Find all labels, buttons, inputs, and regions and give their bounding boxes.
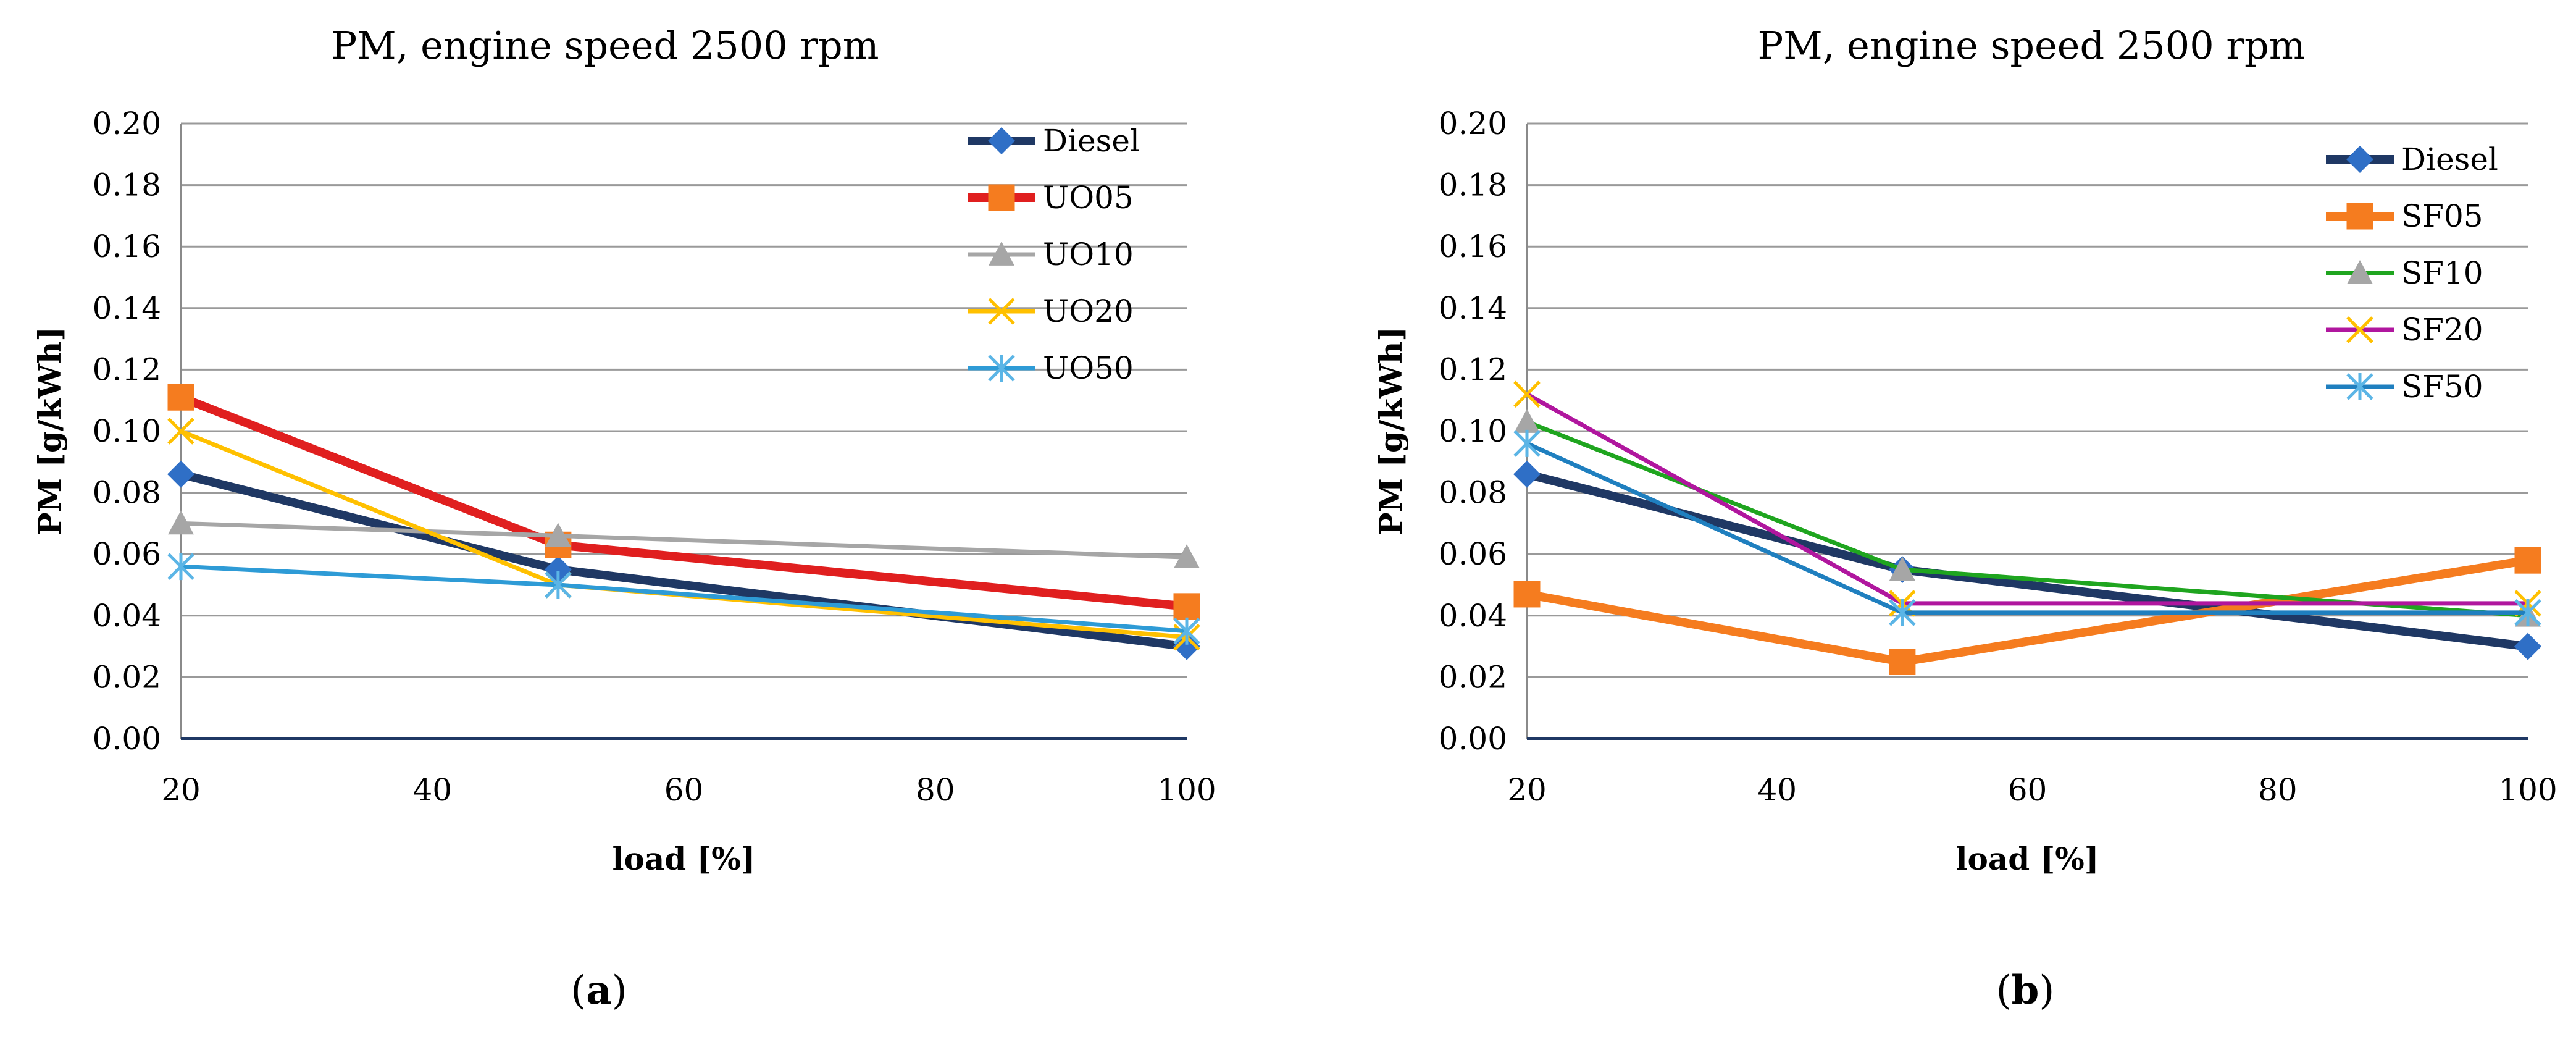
series-sf50	[1515, 430, 2540, 626]
legend-label: SF50	[2401, 369, 2483, 405]
x-tick-label: 40	[1757, 772, 1797, 808]
y-tick-label: 0.02	[1439, 659, 1507, 695]
y-tick-label: 0.04	[93, 598, 161, 634]
y-tick-label: 0.16	[1439, 229, 1507, 264]
x-tick-label: 80	[916, 772, 955, 808]
data-point	[167, 461, 194, 488]
y-tick-label: 0.08	[93, 475, 161, 511]
y-tick-label: 0.06	[93, 536, 161, 572]
panel-label: (a)	[571, 967, 627, 1014]
legend-marker	[2347, 203, 2373, 229]
panel-label: (b)	[1996, 967, 2055, 1014]
series-line	[181, 523, 1187, 557]
series-line	[1527, 394, 2528, 603]
data-point	[1513, 461, 1541, 488]
x-axis-label: load [%]	[613, 841, 756, 877]
chart-title: PM, engine speed 2500 rpm	[332, 23, 879, 68]
x-tick-label: 100	[2498, 772, 2557, 808]
data-point	[1174, 594, 1200, 620]
y-tick-label: 0.14	[93, 290, 161, 326]
legend-marker	[989, 185, 1014, 211]
series-diesel	[1513, 461, 2541, 660]
data-point	[1514, 581, 1540, 607]
y-tick-label: 0.02	[93, 659, 161, 695]
legend-marker	[2346, 146, 2373, 173]
series-line	[181, 566, 1187, 631]
y-tick-label: 0.20	[93, 106, 161, 141]
legend-label: SF10	[2401, 255, 2483, 291]
legend-label: UO05	[1043, 180, 1134, 216]
chart-svg: PM, engine speed 2500 rpm 0.00 0.02 0.04 0.0…	[0, 0, 2576, 1040]
y-tick-label: 0.14	[1439, 290, 1507, 326]
data-point	[1515, 430, 1539, 457]
y-tick-label: 0.12	[1439, 351, 1507, 387]
x-tick-label: 80	[2258, 772, 2298, 808]
y-tick-label: 0.12	[93, 351, 161, 387]
legend: Diesel SF05 SF10 SF20 SF50	[2326, 141, 2498, 405]
x-tick-label: 40	[412, 772, 452, 808]
legend-marker	[988, 127, 1015, 154]
data-point	[2515, 547, 2541, 573]
data-point	[2514, 633, 2541, 660]
y-tick-label: 0.18	[1439, 167, 1507, 203]
y-tick-label: 0.06	[1439, 536, 1507, 572]
legend: Diesel UO05 UO10 UO20 UO50	[968, 123, 1140, 386]
x-tick-label: 60	[664, 772, 704, 808]
y-axis-label: PM [g/kWh]	[31, 327, 68, 536]
legend-label: Diesel	[1043, 123, 1140, 159]
y-tick-label: 0.00	[1439, 721, 1507, 757]
y-tick-label: 0.20	[1439, 106, 1507, 141]
y-tick-label: 0.04	[1439, 598, 1507, 634]
data-point	[1889, 649, 1915, 675]
legend-label: SF20	[2401, 312, 2483, 348]
y-tick-label: 0.16	[93, 229, 161, 264]
chart-panel-a: PM, engine speed 2500 rpm 0.00 0.02 0.04 0.0…	[31, 23, 1216, 1014]
series-line	[181, 431, 1187, 637]
y-tick-label: 0.08	[1439, 475, 1507, 511]
x-tick-label: 20	[161, 772, 201, 808]
legend-label: UO10	[1043, 237, 1134, 272]
legend-label: UO50	[1043, 350, 1134, 386]
chart-panel-b: PM, engine speed 2500 rpm 0.00 0.02 0.04 0.0…	[1373, 23, 2557, 1014]
x-axis-label: load [%]	[1956, 841, 2099, 877]
data-point	[168, 384, 194, 410]
legend-label: SF05	[2401, 198, 2483, 234]
data-point	[1514, 409, 1540, 433]
y-tick-label: 0.18	[93, 167, 161, 203]
series-sf10	[1514, 409, 2541, 627]
y-tick-label: 0.00	[93, 721, 161, 757]
y-axis-label: PM [g/kWh]	[1373, 327, 1409, 536]
y-tick-label: 0.10	[93, 413, 161, 449]
chart-title: PM, engine speed 2500 rpm	[1758, 23, 2306, 68]
x-tick-label: 60	[2008, 772, 2047, 808]
y-tick-label: 0.10	[1439, 413, 1507, 449]
x-tick-label: 100	[1157, 772, 1216, 808]
legend-label: Diesel	[2401, 141, 2498, 177]
legend-label: UO20	[1043, 293, 1134, 329]
x-tick-label: 20	[1507, 772, 1547, 808]
figure: PM, engine speed 2500 rpm 0.00 0.02 0.04 0.0…	[0, 0, 2576, 1040]
